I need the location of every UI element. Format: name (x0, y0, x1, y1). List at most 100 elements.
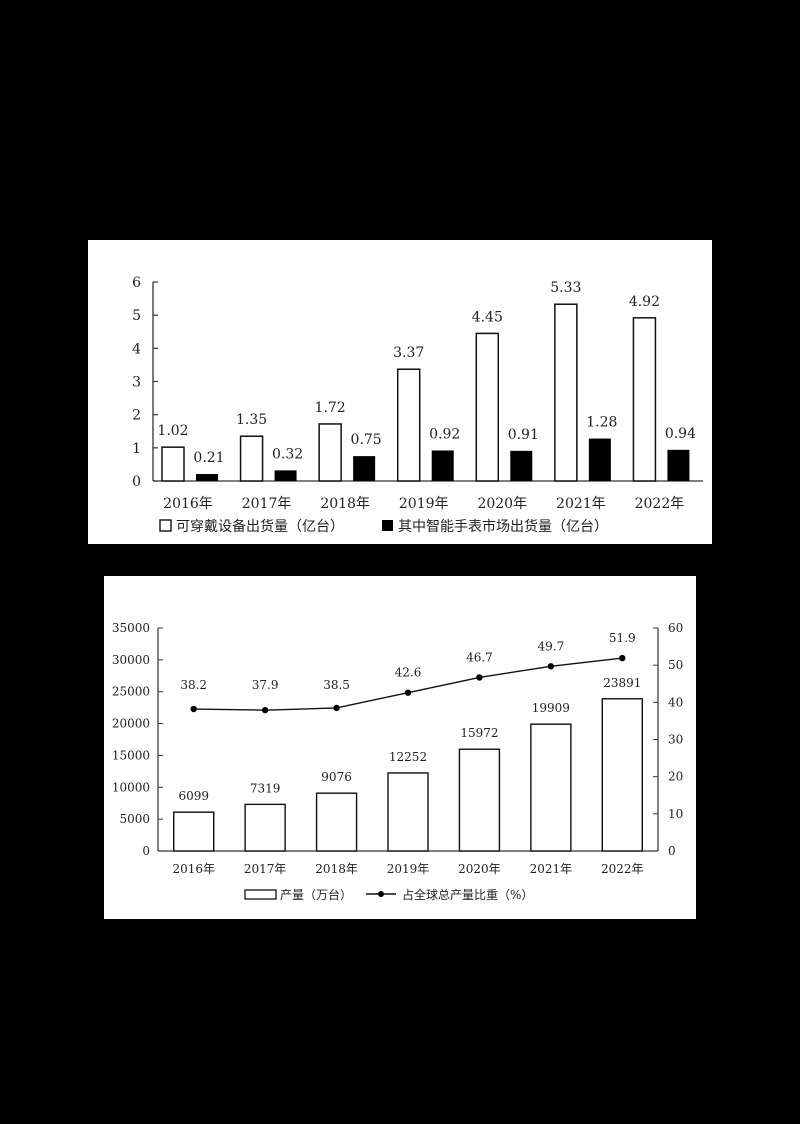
value-label: 1.35 (236, 412, 267, 428)
value-label: 19909 (532, 701, 570, 715)
legend-smartwatch-label: 其中智能手表市场出货量（亿台） (398, 518, 608, 535)
bar-wearables (475, 332, 500, 482)
bar-production (530, 723, 572, 852)
value-label: 0.75 (351, 432, 382, 448)
y-left-tick-label: 5000 (119, 812, 150, 826)
bar-smartwatch (431, 450, 454, 481)
x-tick-label: 2018年 (320, 496, 370, 512)
y-left-tick-label: 20000 (112, 717, 150, 731)
legend-bar-swatch-icon (244, 889, 277, 900)
bar-smartwatch (510, 450, 533, 481)
x-tick-label: 2019年 (399, 496, 449, 512)
x-tick-label: 2016年 (163, 496, 213, 512)
bar-production (387, 772, 429, 852)
bar-production (315, 792, 358, 852)
value-label: 9076 (321, 770, 352, 784)
bar-smartwatch (274, 470, 297, 481)
x-tick-label: 2021年 (530, 862, 573, 876)
share-value-label: 42.6 (395, 666, 422, 680)
production-share-chart-panel: 0 5000 10000 15000 20000 25000 30000 35000 0 10 20… (104, 576, 696, 919)
wearable-shipments-chart-panel: 0 1 2 3 4 5 6 1.02 0.21 2016年 1.35 0.32 2017年 1.72 0.7… (88, 240, 712, 544)
x-tick-label: 2022年 (601, 862, 644, 876)
y-right-tick-label: 0 (668, 844, 676, 858)
share-point (619, 654, 626, 662)
y-left-tick-label: 10000 (112, 780, 150, 794)
value-label: 15972 (460, 726, 498, 740)
value-label: 1.72 (315, 400, 346, 416)
bar-wearables (396, 368, 421, 482)
bar-production (458, 748, 501, 852)
y-right-tick-label: 50 (668, 658, 683, 672)
bar-wearables (554, 303, 578, 482)
share-point (333, 704, 340, 712)
y-right-tick-label: 10 (668, 807, 683, 821)
x-tick-label: 2022年 (635, 496, 685, 512)
bar-wearables (239, 435, 264, 482)
share-value-label: 38.5 (323, 678, 350, 692)
bar-wearables (318, 423, 342, 482)
share-point (190, 705, 197, 713)
share-value-label: 49.7 (537, 639, 564, 653)
value-label: 4.92 (629, 294, 660, 310)
bar-production (601, 698, 643, 852)
share-point (476, 674, 483, 681)
value-label: 5.33 (550, 280, 581, 296)
y-left-tick-label: 35000 (112, 621, 150, 635)
y-tick-label: 0 (132, 474, 141, 490)
value-label: 7319 (250, 781, 281, 795)
y-tick-label: 1 (132, 441, 141, 457)
legend-production-label: 产量（万台） (280, 887, 352, 902)
y-tick-label: 3 (132, 375, 141, 391)
value-label: 6099 (178, 789, 209, 803)
value-label: 12252 (389, 750, 427, 764)
production-share-chart: 0 5000 10000 15000 20000 25000 30000 35000 0 10 20… (112, 621, 683, 902)
share-value-label: 46.7 (466, 650, 493, 664)
y-left-tick-label: 25000 (112, 685, 150, 699)
y-right-tick-label: 60 (668, 621, 683, 635)
y-tick-label: 5 (132, 308, 141, 324)
y-tick-label: 4 (132, 341, 141, 357)
y-left-tick-label: 15000 (112, 748, 150, 762)
value-label: 0.92 (429, 426, 460, 442)
bar-wearables (632, 317, 657, 482)
legend-hollow-square-icon (159, 519, 172, 532)
value-label: 3.37 (393, 345, 424, 361)
bar-production (244, 803, 286, 852)
share-point (261, 706, 269, 714)
share-point (404, 689, 412, 696)
bar-production (173, 811, 215, 852)
legend-wearables-label: 可穿戴设备出货量（亿台） (176, 518, 344, 535)
x-tick-label: 2017年 (242, 496, 292, 512)
bar-smartwatch (196, 474, 218, 481)
y-tick-label: 2 (132, 408, 141, 424)
bar-wearables (161, 446, 185, 482)
x-tick-label: 2018年 (315, 862, 358, 876)
x-tick-label: 2021年 (556, 496, 606, 512)
bar-smartwatch (588, 438, 611, 481)
share-point (547, 663, 555, 670)
share-value-label: 37.9 (252, 678, 279, 692)
x-tick-label: 2020年 (477, 496, 527, 512)
bar-smartwatch (353, 456, 376, 481)
value-label: 23891 (603, 676, 641, 690)
value-label: 0.21 (193, 450, 224, 466)
share-value-label: 51.9 (609, 631, 636, 645)
legend-share-label: 占全球总产量比重（%） (402, 887, 533, 902)
x-tick-label: 2019年 (387, 862, 430, 876)
y-right-tick-label: 40 (668, 695, 683, 709)
x-tick-label: 2020年 (458, 862, 501, 876)
value-label: 1.28 (586, 415, 617, 431)
bar-smartwatch (667, 449, 690, 481)
y-tick-label: 6 (132, 275, 141, 291)
y-right-tick-label: 20 (668, 770, 683, 784)
x-tick-label: 2017年 (244, 862, 287, 876)
value-label: 1.02 (157, 423, 188, 439)
y-right-tick-label: 30 (668, 733, 683, 747)
y-left-tick-label: 30000 (112, 653, 150, 667)
y-left-tick-label: 0 (142, 844, 150, 858)
value-label: 4.45 (472, 309, 503, 325)
value-label: 0.91 (508, 427, 539, 443)
share-value-label: 38.2 (180, 678, 207, 692)
x-tick-label: 2016年 (172, 862, 215, 876)
legend-filled-square-icon (382, 520, 393, 531)
